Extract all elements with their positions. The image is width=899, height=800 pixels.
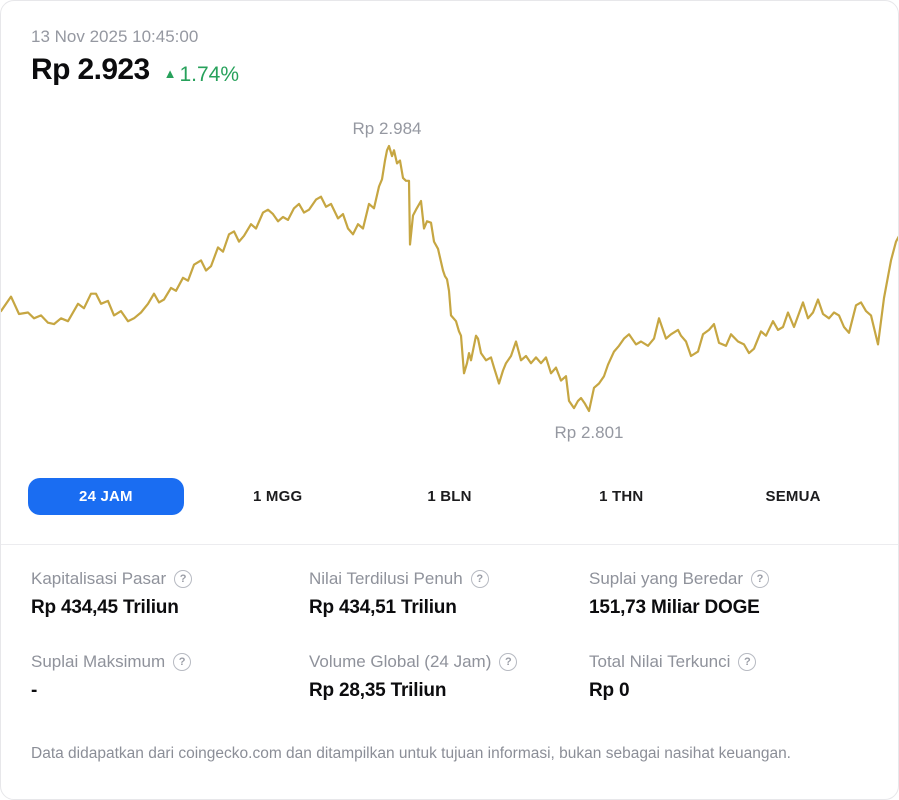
stat-global-volume: Volume Global (24 Jam) ? Rp 28,35 Triliu… [309,652,589,702]
stat-value: Rp 0 [589,680,630,701]
chart-high-label: Rp 2.984 [352,119,422,138]
up-triangle-icon: ▲ [163,66,177,81]
price-line-chart[interactable] [1,116,899,466]
help-icon[interactable]: ? [499,653,518,671]
stat-label: Total Nilai Terkunci [589,652,731,671]
price-timestamp: 13 Nov 2025 10:45:00 [31,27,199,46]
stat-label: Kapitalisasi Pasar [31,569,167,588]
help-icon[interactable]: ? [174,570,193,588]
stat-fully-diluted: Nilai Terdilusi Penuh ? Rp 434,51 Triliu… [309,569,589,619]
stat-value: Rp 28,35 Triliun [309,680,447,701]
current-price: Rp 2.923 [31,53,150,86]
help-icon[interactable]: ? [173,653,192,671]
stat-value: - [31,680,38,701]
stat-value: 151,73 Miliar DOGE [589,597,760,618]
stat-label: Volume Global (24 Jam) [309,652,492,671]
stat-label: Suplai yang Beredar [589,569,744,588]
help-icon[interactable]: ? [738,653,757,671]
tab-1-bln[interactable]: 1 BLN [427,488,472,505]
help-icon[interactable]: ? [470,570,489,588]
stat-value: Rp 434,51 Triliun [309,597,457,618]
price-chart[interactable]: Rp 2.984 Rp 2.801 [1,116,899,466]
stats-grid: Kapitalisasi Pasar ? Rp 434,45 Triliun N… [31,569,868,702]
stat-circulating-supply: Suplai yang Beredar ? 151,73 Miliar DOGE [589,569,868,619]
timeframe-tabs: 24 JAM 1 MGG 1 BLN 1 THN SEMUA [20,478,879,515]
stat-total-value-locked: Total Nilai Terkunci ? Rp 0 [589,652,868,702]
tab-1-thn[interactable]: 1 THN [599,488,644,505]
stat-label: Nilai Terdilusi Penuh [309,569,463,588]
price-header: 13 Nov 2025 10:45:00 Rp 2.923 ▲ 1.74% [31,27,239,87]
price-change-percent: 1.74% [179,62,240,86]
chart-low-label: Rp 2.801 [554,423,624,442]
tab-24-jam[interactable]: 24 JAM [28,478,184,515]
stat-value: Rp 434,45 Triliun [31,597,179,618]
section-divider [1,544,898,545]
stat-label: Suplai Maksimum [31,652,166,671]
tab-semua[interactable]: SEMUA [765,488,821,505]
disclaimer-text: Data didapatkan dari coingecko.com dan d… [31,745,791,762]
price-change: ▲ 1.74% [164,63,239,87]
stat-market-cap: Kapitalisasi Pasar ? Rp 434,45 Triliun [31,569,309,619]
stat-max-supply: Suplai Maksimum ? - [31,652,309,702]
help-icon[interactable]: ? [751,570,770,588]
tab-1-mgg[interactable]: 1 MGG [253,488,303,505]
